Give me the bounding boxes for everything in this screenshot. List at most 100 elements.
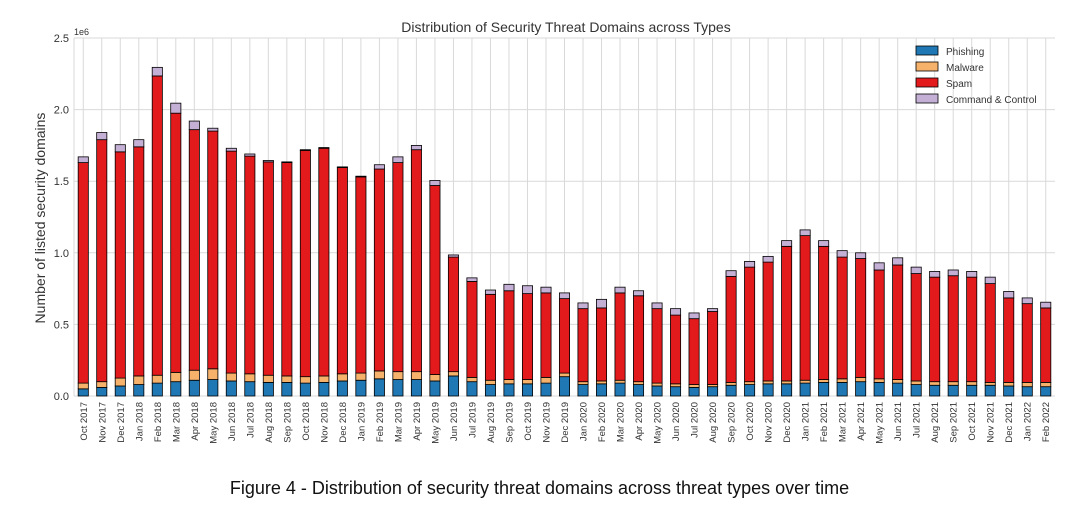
bar-malware	[836, 378, 848, 383]
bar-command-control	[910, 266, 922, 274]
bar-stack-jan-2020	[577, 302, 589, 397]
bar-stack-apr-2019	[410, 144, 422, 397]
bar-phishing	[947, 384, 959, 397]
bar-phishing	[484, 384, 496, 397]
bar-command-control	[707, 308, 719, 312]
bar-phishing	[318, 381, 330, 397]
bar-stack-jan-2022	[1021, 297, 1033, 397]
x-tick-label: Mar 2019	[393, 402, 404, 442]
bar-stack-may-2020	[651, 302, 663, 397]
legend: Phishing Malware Spam Command & Control	[915, 45, 1037, 106]
bar-malware	[1021, 381, 1033, 388]
bar-command-control	[151, 66, 163, 77]
x-tick-label: Dec 2018	[338, 402, 349, 443]
bar-phishing	[466, 381, 478, 397]
bar-command-control	[651, 302, 663, 310]
bar-command-control	[596, 298, 608, 309]
x-tick-label: Feb 2018	[153, 402, 164, 442]
bar-spam	[688, 318, 700, 385]
bar-stack-jan-2018	[133, 139, 145, 397]
bar-malware	[281, 375, 293, 383]
bar-stack-jun-2021	[892, 257, 904, 397]
x-tick-label: Sep 2018	[282, 402, 293, 443]
x-tick-label: Dec 2019	[560, 402, 571, 443]
bar-malware	[373, 370, 385, 380]
x-tick-label: Nov 2018	[319, 402, 330, 443]
x-tick-label: Jun 2019	[449, 402, 460, 441]
bar-spam	[670, 314, 682, 385]
legend-swatch	[915, 93, 939, 104]
x-tick-label: Sep 2021	[949, 402, 960, 443]
bar-malware	[225, 372, 237, 382]
bar-stack-oct-2018	[299, 149, 311, 397]
bar-malware	[966, 381, 978, 386]
bar-malware	[96, 381, 108, 388]
bar-phishing	[614, 382, 626, 397]
x-tick-label: Feb 2022	[1041, 402, 1052, 442]
bar-stack-mar-2018	[170, 102, 182, 397]
x-tick-label: Mar 2018	[171, 402, 182, 442]
x-tick-label: Apr 2019	[412, 402, 423, 441]
bar-command-control	[96, 132, 108, 141]
bar-malware	[1003, 381, 1015, 387]
bar-spam	[836, 256, 848, 380]
bar-phishing	[188, 379, 200, 397]
bar-malware	[818, 379, 830, 383]
bar-stack-jul-2021	[910, 266, 922, 397]
y-axis-label: Number of listed security domains	[32, 113, 48, 324]
bar-phishing	[521, 383, 533, 397]
bar-malware	[207, 368, 219, 380]
bar-command-control	[947, 269, 959, 277]
bar-spam	[299, 150, 311, 378]
bar-malware	[633, 381, 645, 385]
bar-phishing	[410, 379, 422, 397]
bar-malware	[484, 379, 496, 385]
bar-malware	[688, 384, 700, 388]
y-multiplier-label: 1e6	[74, 27, 89, 37]
bar-stack-dec-2017	[114, 144, 126, 397]
bar-malware	[947, 381, 959, 386]
bar-malware	[651, 382, 663, 387]
bar-spam	[151, 75, 163, 376]
bar-command-control	[484, 289, 496, 295]
bar-command-control	[984, 276, 996, 284]
x-tick-label: Apr 2018	[190, 402, 201, 441]
bar-malware	[336, 373, 348, 382]
bar-command-control	[744, 260, 756, 268]
bar-command-control	[133, 139, 145, 148]
x-tick-label: Nov 2019	[541, 402, 552, 443]
bar-stack-aug-2020	[707, 308, 719, 397]
bar-phishing	[836, 381, 848, 397]
bar-phishing	[114, 385, 126, 397]
bar-malware	[762, 380, 774, 385]
x-tick-label: Sep 2020	[727, 402, 738, 443]
bar-spam	[410, 149, 422, 373]
bar-spam	[114, 151, 126, 379]
bar-command-control	[503, 283, 515, 292]
bar-malware	[447, 371, 459, 377]
bar-stack-aug-2021	[929, 271, 941, 397]
bar-stack-sep-2018	[281, 161, 293, 397]
legend-swatch	[915, 45, 939, 56]
bar-command-control	[207, 127, 219, 132]
bar-command-control	[688, 312, 700, 320]
bar-stack-may-2019	[429, 180, 441, 397]
bar-command-control	[577, 302, 589, 310]
bar-malware	[929, 381, 941, 386]
bar-stack-sep-2019	[503, 283, 515, 397]
bar-command-control	[929, 271, 941, 278]
bar-phishing	[299, 382, 311, 397]
bar-spam	[651, 308, 663, 384]
legend-label: Malware	[946, 63, 984, 74]
bar-spam	[873, 269, 885, 380]
bar-command-control	[299, 149, 311, 151]
x-tick-label: Nov 2021	[986, 402, 997, 443]
bar-spam	[503, 290, 515, 380]
bar-spam	[1003, 297, 1015, 383]
bar-command-control	[281, 161, 293, 163]
bar-malware	[410, 371, 422, 380]
bar-stack-dec-2018	[336, 166, 348, 397]
bar-malware	[892, 379, 904, 384]
bar-spam	[336, 167, 348, 375]
x-tick-label: Jul 2020	[690, 402, 701, 438]
